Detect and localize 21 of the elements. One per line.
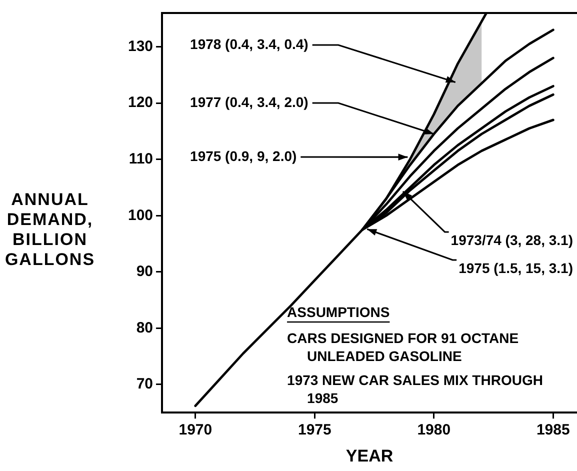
x-tick-label: 1970 — [178, 422, 212, 439]
x-tick-label: 1975 — [298, 422, 332, 439]
y-tick-label: 120 — [128, 94, 154, 112]
y-tick-label: 90 — [136, 263, 154, 280]
annotation: 1973/74 (3, 28, 3.1) — [450, 232, 574, 248]
annotation: 1975 (1.5, 15, 3.1) — [458, 260, 574, 276]
y-tick-label: 130 — [128, 38, 154, 55]
annotation: ASSUMPTIONS — [287, 304, 390, 320]
y-axis-title: ANNUAL DEMAND, BILLION GALLONS — [4, 190, 96, 270]
y-tick-label: 100 — [128, 206, 154, 224]
y-tick-label: 80 — [136, 319, 154, 336]
y-tick-label: 70 — [136, 376, 154, 393]
annotation: 1978 (0.4, 3.4, 0.4) — [190, 36, 308, 52]
x-tick-label: 1985 — [536, 422, 570, 439]
y-tick-label: 110 — [128, 150, 154, 168]
annotation: 1973 NEW CAR SALES MIX THROUGH 1985 — [287, 372, 543, 406]
annotation: 1975 (0.9, 9, 2.0) — [190, 148, 297, 164]
x-tick-label: 1980 — [417, 422, 451, 439]
x-axis-title: YEAR — [346, 446, 394, 466]
annotation: CARS DESIGNED FOR 91 OCTANE UNLEADED GASOLINE — [287, 330, 519, 364]
annotation: 1977 (0.4, 3.4, 2.0) — [190, 94, 308, 110]
